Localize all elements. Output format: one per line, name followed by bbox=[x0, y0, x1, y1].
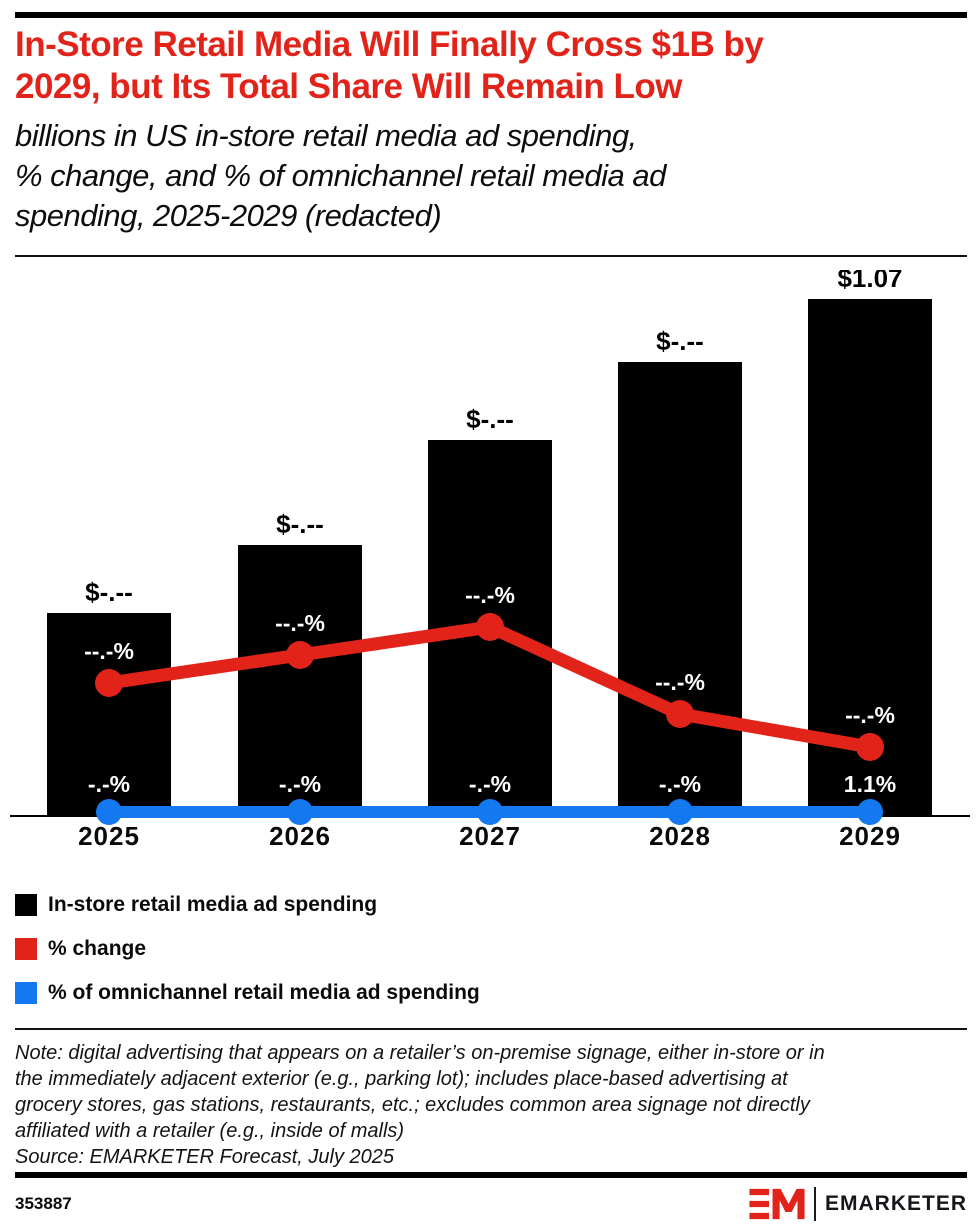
omnichannel-share-label-2025: -.-% bbox=[88, 771, 130, 797]
chart-subtitle-line1: billions in US in-store retail media ad … bbox=[15, 118, 637, 153]
omnichannel-point-2027 bbox=[477, 799, 503, 825]
page-title-line1: In-Store Retail Media Will Finally Cross… bbox=[15, 25, 764, 64]
x-tick-label-2027: 2027 bbox=[459, 821, 521, 851]
footnote-line4: affiliated with a retailer (e.g., inside… bbox=[15, 1120, 405, 1142]
pct-change-label-2025: --.-% bbox=[84, 638, 134, 664]
x-tick-label-2026: 2026 bbox=[269, 821, 331, 851]
pct-change-swatch bbox=[15, 938, 37, 960]
chart-subtitle-line3: spending, 2025-2029 (redacted) bbox=[15, 198, 442, 233]
pct-change-point-2029 bbox=[856, 733, 884, 761]
bar-series-swatch bbox=[15, 894, 37, 916]
bar-value-label-2025: $-.-- bbox=[85, 577, 133, 607]
legend-item-pct-change: % change bbox=[15, 937, 480, 961]
omnichannel-point-2029 bbox=[857, 799, 883, 825]
chart-area: $-.-- --.-% -.-% 2025 $-.-- --.-% -.-% 2026 $-.-… bbox=[0, 270, 980, 860]
footnote-line1: Note: digital advertising that appears o… bbox=[15, 1042, 825, 1064]
legend-item-omnichannel-share: % of omnichannel retail media ad spendin… bbox=[15, 981, 480, 1005]
chart-id: 353887 bbox=[15, 1194, 72, 1213]
omnichannel-share-swatch bbox=[15, 982, 37, 1004]
pct-change-label-2027: --.-% bbox=[465, 582, 515, 608]
bar-value-label-2028: $-.-- bbox=[656, 326, 704, 356]
omnichannel-share-label-2026: -.-% bbox=[279, 771, 321, 797]
x-tick-label-2028: 2028 bbox=[649, 821, 711, 851]
chart-subtitle-line2: % change, and % of omnichannel retail me… bbox=[15, 158, 666, 193]
footnote: Note: digital advertising that appears o… bbox=[15, 1040, 967, 1144]
footer: 353887 EMARKETER bbox=[15, 1184, 967, 1224]
omnichannel-share-label-2027: -.-% bbox=[469, 771, 511, 797]
page-title: In-Store Retail Media Will Finally Cross… bbox=[15, 24, 965, 108]
emarketer-mark-icon bbox=[749, 1188, 805, 1220]
legend-label-bars: In-store retail media ad spending bbox=[48, 893, 378, 916]
footnote-line3: grocery stores, gas stations, restaurant… bbox=[15, 1094, 810, 1116]
omnichannel-share-label-2028: -.-% bbox=[659, 771, 701, 797]
legend-label-omnichannel-share: % of omnichannel retail media ad spendin… bbox=[48, 981, 480, 1004]
pct-change-point-2028 bbox=[666, 700, 694, 728]
top-rule bbox=[15, 12, 967, 18]
page-title-line2: 2029, but Its Total Share Will Remain Lo… bbox=[15, 67, 683, 106]
chart-canvas: $-.-- --.-% -.-% 2025 $-.-- --.-% -.-% 2026 $-.-… bbox=[10, 270, 970, 851]
header-divider bbox=[15, 255, 967, 257]
chart-subtitle: billions in US in-store retail media ad … bbox=[15, 116, 965, 236]
pct-change-label-2026: --.-% bbox=[275, 610, 325, 636]
pct-change-label-2029: --.-% bbox=[845, 702, 895, 728]
omnichannel-point-2025 bbox=[96, 799, 122, 825]
x-tick-label-2029: 2029 bbox=[839, 821, 901, 851]
emarketer-logo: EMARKETER bbox=[749, 1187, 967, 1221]
bar-value-label-2027: $-.-- bbox=[466, 404, 514, 434]
bar-value-label-2026: $-.-- bbox=[276, 509, 324, 539]
bar-2028 bbox=[618, 362, 742, 816]
pct-change-label-2028: --.-% bbox=[655, 669, 705, 695]
source-line: Source: EMARKETER Forecast, July 2025 bbox=[15, 1146, 395, 1168]
footnote-line2: the immediately adjacent exterior (e.g.,… bbox=[15, 1068, 788, 1090]
pct-change-point-2027 bbox=[476, 613, 504, 641]
legend: In-store retail media ad spending % chan… bbox=[15, 893, 480, 1005]
x-tick-label-2025: 2025 bbox=[78, 821, 140, 851]
legend-item-bars: In-store retail media ad spending bbox=[15, 893, 480, 917]
pct-change-point-2026 bbox=[286, 641, 314, 669]
legend-divider bbox=[15, 1028, 967, 1030]
omnichannel-point-2026 bbox=[287, 799, 313, 825]
omnichannel-point-2028 bbox=[667, 799, 693, 825]
omnichannel-share-label-2029: 1.1% bbox=[844, 771, 896, 797]
legend-label-pct-change: % change bbox=[48, 937, 147, 960]
bar-2025 bbox=[47, 613, 171, 816]
pct-change-point-2025 bbox=[95, 669, 123, 697]
logo-wordmark: EMARKETER bbox=[824, 1192, 967, 1215]
bar-2029 bbox=[808, 299, 932, 816]
logo-divider bbox=[813, 1187, 816, 1221]
bar-value-label-2029: $1.07 bbox=[837, 270, 902, 293]
bar-2026 bbox=[238, 545, 362, 816]
bottom-rule bbox=[15, 1172, 967, 1178]
